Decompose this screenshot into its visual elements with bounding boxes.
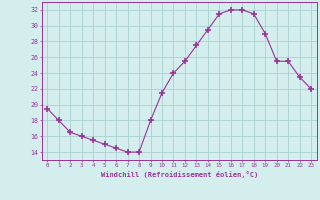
X-axis label: Windchill (Refroidissement éolien,°C): Windchill (Refroidissement éolien,°C) xyxy=(100,171,258,178)
